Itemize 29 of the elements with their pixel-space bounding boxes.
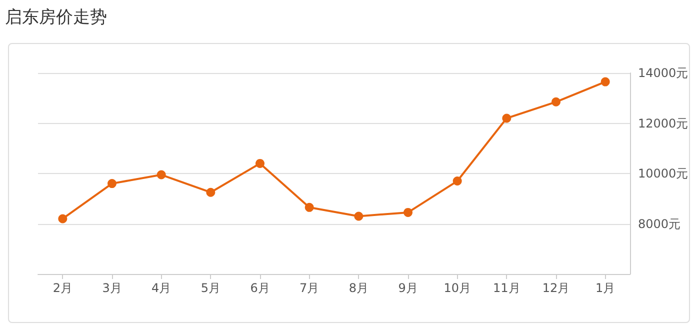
point: [452, 176, 462, 186]
point: [304, 202, 314, 212]
y-tick-label: 10000元: [638, 166, 688, 180]
point: [58, 214, 68, 224]
x-tick-label: 7月: [300, 281, 320, 295]
x-tick-label: 11月: [493, 281, 520, 295]
point: [108, 179, 116, 188]
point: [600, 77, 610, 86]
point: [354, 212, 364, 221]
point: [256, 158, 264, 168]
y-tick-label: 8000元: [638, 216, 681, 231]
point: [156, 170, 166, 180]
x-tick-label: 1月: [596, 281, 616, 295]
x-tick-label: 12月: [542, 281, 570, 295]
y-tick-label: 12000元: [638, 116, 688, 130]
x-tick-label: 4月: [152, 281, 172, 295]
point: [404, 208, 412, 217]
point: [552, 97, 560, 106]
y-tick-label: 14000元: [638, 66, 688, 80]
x-tick-label: 5月: [200, 281, 220, 295]
x-tick-label: 9月: [398, 281, 418, 295]
point: [502, 114, 512, 123]
x-tick-label: 6月: [250, 281, 270, 295]
point: [206, 188, 216, 197]
x-tick-label: 2月: [52, 281, 72, 295]
x-tick-label: 3月: [102, 281, 122, 295]
chart-title: 启东房价走势: [5, 8, 107, 28]
x-tick-label: 8月: [348, 281, 368, 295]
x-tick-label: 10月: [444, 281, 471, 295]
